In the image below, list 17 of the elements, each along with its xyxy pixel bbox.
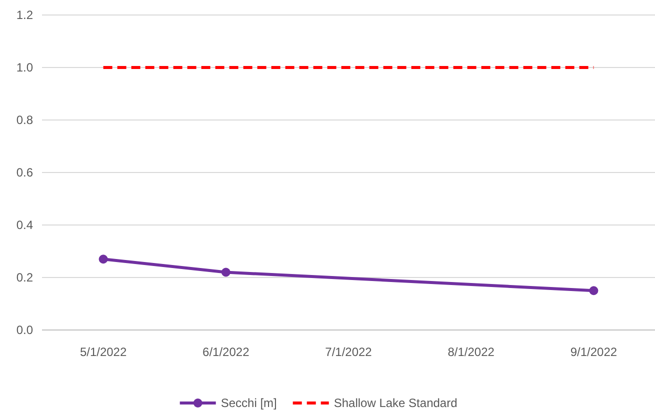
legend-label: Secchi [m] <box>220 396 277 410</box>
y-tick-label: 0.0 <box>16 323 34 338</box>
point <box>221 268 230 277</box>
x-tick-label: 9/1/2022 <box>570 345 618 359</box>
y-tick-label: 0.6 <box>16 166 34 180</box>
y-tick-label: 0.4 <box>16 218 34 232</box>
y-tick-label: 1.0 <box>16 60 34 75</box>
y-tick-label: 1.2 <box>16 8 34 22</box>
x-tick-label: 7/1/2022 <box>325 345 372 359</box>
point <box>589 286 598 296</box>
legend-label: Shallow Lake Standard <box>334 396 458 410</box>
point <box>98 254 108 264</box>
x-tick-label: 6/1/2022 <box>202 345 250 359</box>
y-tick-label: 0.8 <box>16 113 34 128</box>
x-tick-label: 5/1/2022 <box>80 345 127 359</box>
y-tick-label: 0.2 <box>16 270 34 285</box>
x-tick-label: 8/1/2022 <box>448 345 495 359</box>
